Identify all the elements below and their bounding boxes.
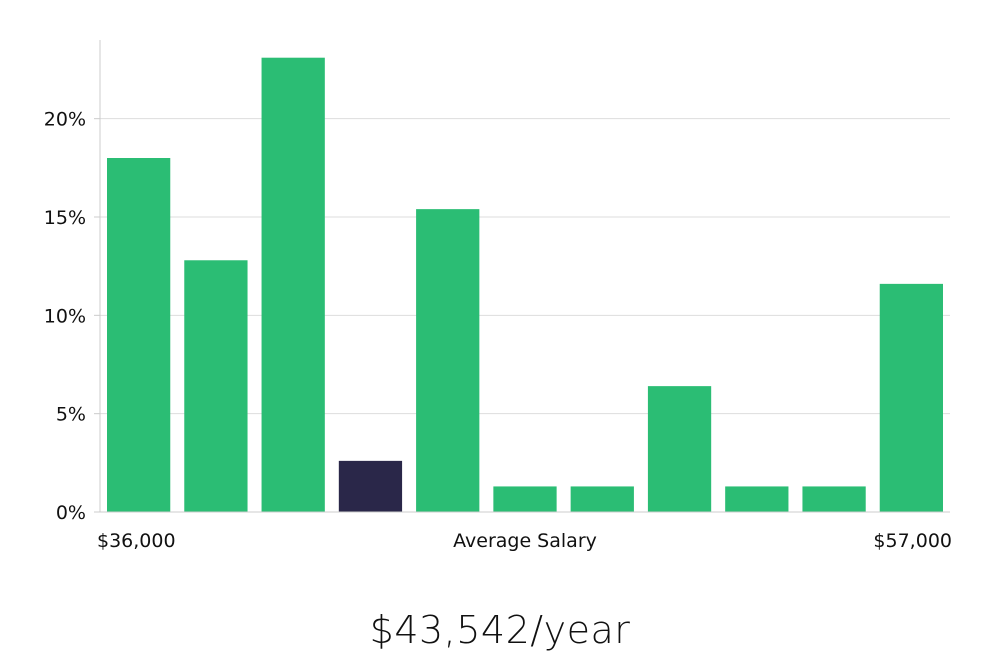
bar <box>493 486 557 512</box>
bar <box>261 57 325 512</box>
bar <box>570 486 634 512</box>
x-min-label: $36,000 <box>97 530 176 552</box>
bar <box>184 260 248 512</box>
y-tick-label: 5% <box>56 404 86 426</box>
y-tick-labels: 0% 5% 10% 15% 20% <box>44 109 86 524</box>
y-tick-label: 0% <box>56 502 86 524</box>
bars <box>107 57 943 512</box>
bar <box>647 386 712 512</box>
x-axis-label: Average Salary <box>453 530 597 552</box>
bar <box>879 283 943 512</box>
y-tick-label: 20% <box>44 109 86 131</box>
bar-highlighted <box>338 460 403 512</box>
y-tick-label: 10% <box>44 305 86 327</box>
y-tick-label: 15% <box>44 207 86 229</box>
average-salary-value: $43,542/year <box>369 608 631 652</box>
axes <box>94 40 950 513</box>
bar <box>107 158 171 512</box>
bar <box>416 209 480 512</box>
bar <box>725 486 789 512</box>
x-max-label: $57,000 <box>873 530 952 552</box>
bar <box>802 486 866 512</box>
salary-distribution-chart: 0% 5% 10% 15% 20% $36,000 Average Salary $57… <box>44 40 952 552</box>
